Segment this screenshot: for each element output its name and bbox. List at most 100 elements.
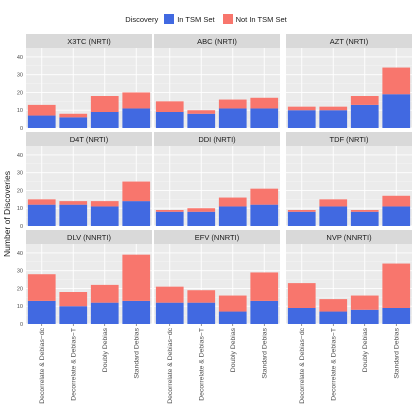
x-tick-label-decorrelate-debias-t: Decorrelate & Debias−T — [70, 328, 77, 401]
bar-not-in-tsm-x3tc-nrti-decorrelate-debias-dc — [27, 104, 56, 116]
bar-in-tsm-efv-nnrti-decorrelate-debias-t — [187, 302, 216, 324]
facet-title-dlv-nnrti: DLV (NNRTI) — [67, 233, 111, 242]
bar-in-tsm-d4t-nrti-standard-debias — [122, 201, 151, 226]
bar-not-in-tsm-efv-nnrti-doubly-debias — [218, 295, 247, 312]
bar-not-in-tsm-tdf-nrti-decorrelate-debias-dc — [287, 210, 316, 212]
x-tick-label-decorrelate-debias-dc: Decorrelate & Debias−dc — [299, 327, 306, 403]
bar-in-tsm-azt-nrti-decorrelate-debias-dc — [287, 110, 316, 128]
x-tick-label-doubly-debias: Doubly Debias — [362, 327, 369, 372]
bar-not-in-tsm-efv-nnrti-decorrelate-debias-dc — [155, 286, 184, 303]
legend-key-in-tsm — [164, 14, 175, 24]
bar-in-tsm-abc-nrti-standard-debias — [250, 108, 279, 128]
y-axis-title: Number of Discoveries — [2, 171, 12, 257]
x-tick-label-standard-debias: Standard Debias — [261, 327, 268, 378]
bar-not-in-tsm-azt-nrti-standard-debias — [382, 67, 411, 95]
y-tick-label: 40 — [17, 153, 23, 159]
x-tick-label-decorrelate-debias-t: Decorrelate & Debias−T — [198, 328, 205, 401]
bar-not-in-tsm-ddi-nrti-doubly-debias — [218, 197, 247, 207]
facet-title-abc-nrti: ABC (NRTI) — [197, 37, 237, 46]
bar-in-tsm-tdf-nrti-decorrelate-debias-dc — [287, 211, 316, 226]
bar-in-tsm-nvp-nnrti-doubly-debias — [350, 309, 379, 324]
bar-in-tsm-tdf-nrti-standard-debias — [382, 206, 411, 226]
bar-not-in-tsm-dlv-nnrti-standard-debias — [122, 254, 151, 301]
y-tick-label: 10 — [17, 206, 23, 212]
bar-not-in-tsm-x3tc-nrti-doubly-debias — [90, 96, 119, 112]
bar-not-in-tsm-dlv-nnrti-decorrelate-debias-t — [59, 292, 88, 307]
x-tick-label-standard-debias: Standard Debias — [133, 327, 140, 378]
bar-in-tsm-efv-nnrti-standard-debias — [250, 300, 279, 324]
bar-not-in-tsm-abc-nrti-decorrelate-debias-dc — [155, 101, 184, 112]
legend-item-not-in-tsm: Not In TSM Set — [222, 14, 287, 24]
bar-not-in-tsm-x3tc-nrti-standard-debias — [122, 92, 151, 109]
bar-not-in-tsm-tdf-nrti-standard-debias — [382, 195, 411, 207]
y-tick-label: 0 — [20, 126, 23, 132]
bar-in-tsm-tdf-nrti-doubly-debias — [350, 211, 379, 226]
bar-in-tsm-abc-nrti-doubly-debias — [218, 108, 247, 128]
x-tick-label-doubly-debias: Doubly Debias — [230, 327, 237, 372]
bar-in-tsm-azt-nrti-standard-debias — [382, 94, 411, 128]
bar-not-in-tsm-tdf-nrti-doubly-debias — [350, 210, 379, 212]
legend-title: Discovery — [125, 14, 159, 24]
bar-not-in-tsm-dlv-nnrti-doubly-debias — [90, 284, 119, 303]
y-tick-label: 10 — [17, 304, 23, 310]
bar-in-tsm-ddi-nrti-decorrelate-debias-dc — [155, 211, 184, 226]
bar-in-tsm-nvp-nnrti-standard-debias — [382, 308, 411, 324]
legend-label-in-tsm: In TSM Set — [177, 14, 215, 24]
y-tick-label: 30 — [17, 73, 23, 79]
facet-strip-efv-nnrti — [154, 230, 280, 244]
bar-in-tsm-d4t-nrti-doubly-debias — [90, 206, 119, 226]
facet-strip-abc-nrti — [154, 34, 280, 48]
facet-title-ddi-nrti: DDI (NRTI) — [198, 135, 236, 144]
bar-in-tsm-azt-nrti-decorrelate-debias-t — [319, 110, 348, 128]
y-tick-label: 20 — [17, 188, 23, 194]
bar-not-in-tsm-azt-nrti-decorrelate-debias-t — [319, 106, 348, 111]
bar-not-in-tsm-d4t-nrti-doubly-debias — [90, 201, 119, 207]
facet-strip-azt-nrti — [286, 34, 412, 48]
bar-in-tsm-dlv-nnrti-decorrelate-debias-t — [59, 306, 88, 324]
bar-in-tsm-x3tc-nrti-decorrelate-debias-t — [59, 117, 88, 128]
y-tick-label: 40 — [17, 251, 23, 257]
y-tick-label: 30 — [17, 171, 23, 177]
bar-not-in-tsm-ddi-nrti-standard-debias — [250, 188, 279, 205]
bar-in-tsm-ddi-nrti-standard-debias — [250, 204, 279, 226]
y-tick-label: 20 — [17, 286, 23, 292]
bar-not-in-tsm-nvp-nnrti-standard-debias — [382, 263, 411, 308]
bar-in-tsm-azt-nrti-doubly-debias — [350, 104, 379, 128]
bar-in-tsm-dlv-nnrti-doubly-debias — [90, 302, 119, 324]
bar-not-in-tsm-d4t-nrti-decorrelate-debias-t — [59, 201, 88, 205]
bar-in-tsm-efv-nnrti-decorrelate-debias-dc — [155, 302, 184, 324]
x-tick-label-doubly-debias: Doubly Debias — [102, 327, 109, 372]
bar-not-in-tsm-x3tc-nrti-decorrelate-debias-t — [59, 113, 88, 118]
facet-title-tdf-nrti: TDF (NRTI) — [329, 135, 369, 144]
bar-in-tsm-nvp-nnrti-decorrelate-debias-t — [319, 311, 348, 324]
legend: Discovery In TSM Set Not In TSM Set — [0, 12, 420, 26]
y-tick-label: 0 — [20, 224, 23, 230]
bar-in-tsm-x3tc-nrti-standard-debias — [122, 108, 151, 128]
bar-in-tsm-ddi-nrti-doubly-debias — [218, 206, 247, 226]
bar-in-tsm-abc-nrti-decorrelate-debias-dc — [155, 112, 184, 128]
x-tick-label-standard-debias: Standard Debias — [393, 327, 400, 378]
legend-key-not-in-tsm — [222, 14, 233, 24]
facet-strip-tdf-nrti — [286, 132, 412, 146]
bar-not-in-tsm-nvp-nnrti-decorrelate-debias-dc — [287, 283, 316, 308]
y-tick-label: 20 — [17, 90, 23, 96]
facet-strip-ddi-nrti — [154, 132, 280, 146]
bar-not-in-tsm-dlv-nnrti-decorrelate-debias-dc — [27, 274, 56, 301]
y-tick-label: 0 — [20, 322, 23, 328]
bar-not-in-tsm-abc-nrti-doubly-debias — [218, 99, 247, 109]
facet-strip-d4t-nrti — [26, 132, 152, 146]
bar-in-tsm-nvp-nnrti-decorrelate-debias-dc — [287, 308, 316, 324]
x-tick-label-decorrelate-debias-t: Decorrelate & Debias−T — [330, 328, 337, 401]
bar-not-in-tsm-abc-nrti-decorrelate-debias-t — [187, 110, 216, 114]
bar-in-tsm-efv-nnrti-doubly-debias — [218, 311, 247, 324]
bar-not-in-tsm-azt-nrti-decorrelate-debias-dc — [287, 106, 316, 111]
bar-in-tsm-dlv-nnrti-decorrelate-debias-dc — [27, 300, 56, 324]
bar-not-in-tsm-nvp-nnrti-doubly-debias — [350, 295, 379, 310]
facet-title-x3tc-nrti: X3TC (NRTI) — [67, 37, 111, 46]
bar-not-in-tsm-ddi-nrti-decorrelate-debias-t — [187, 208, 216, 212]
facet-strip-x3tc-nrti — [26, 34, 152, 48]
bar-not-in-tsm-tdf-nrti-decorrelate-debias-t — [319, 199, 348, 207]
bar-not-in-tsm-nvp-nnrti-decorrelate-debias-t — [319, 299, 348, 312]
bar-in-tsm-d4t-nrti-decorrelate-debias-dc — [27, 204, 56, 226]
